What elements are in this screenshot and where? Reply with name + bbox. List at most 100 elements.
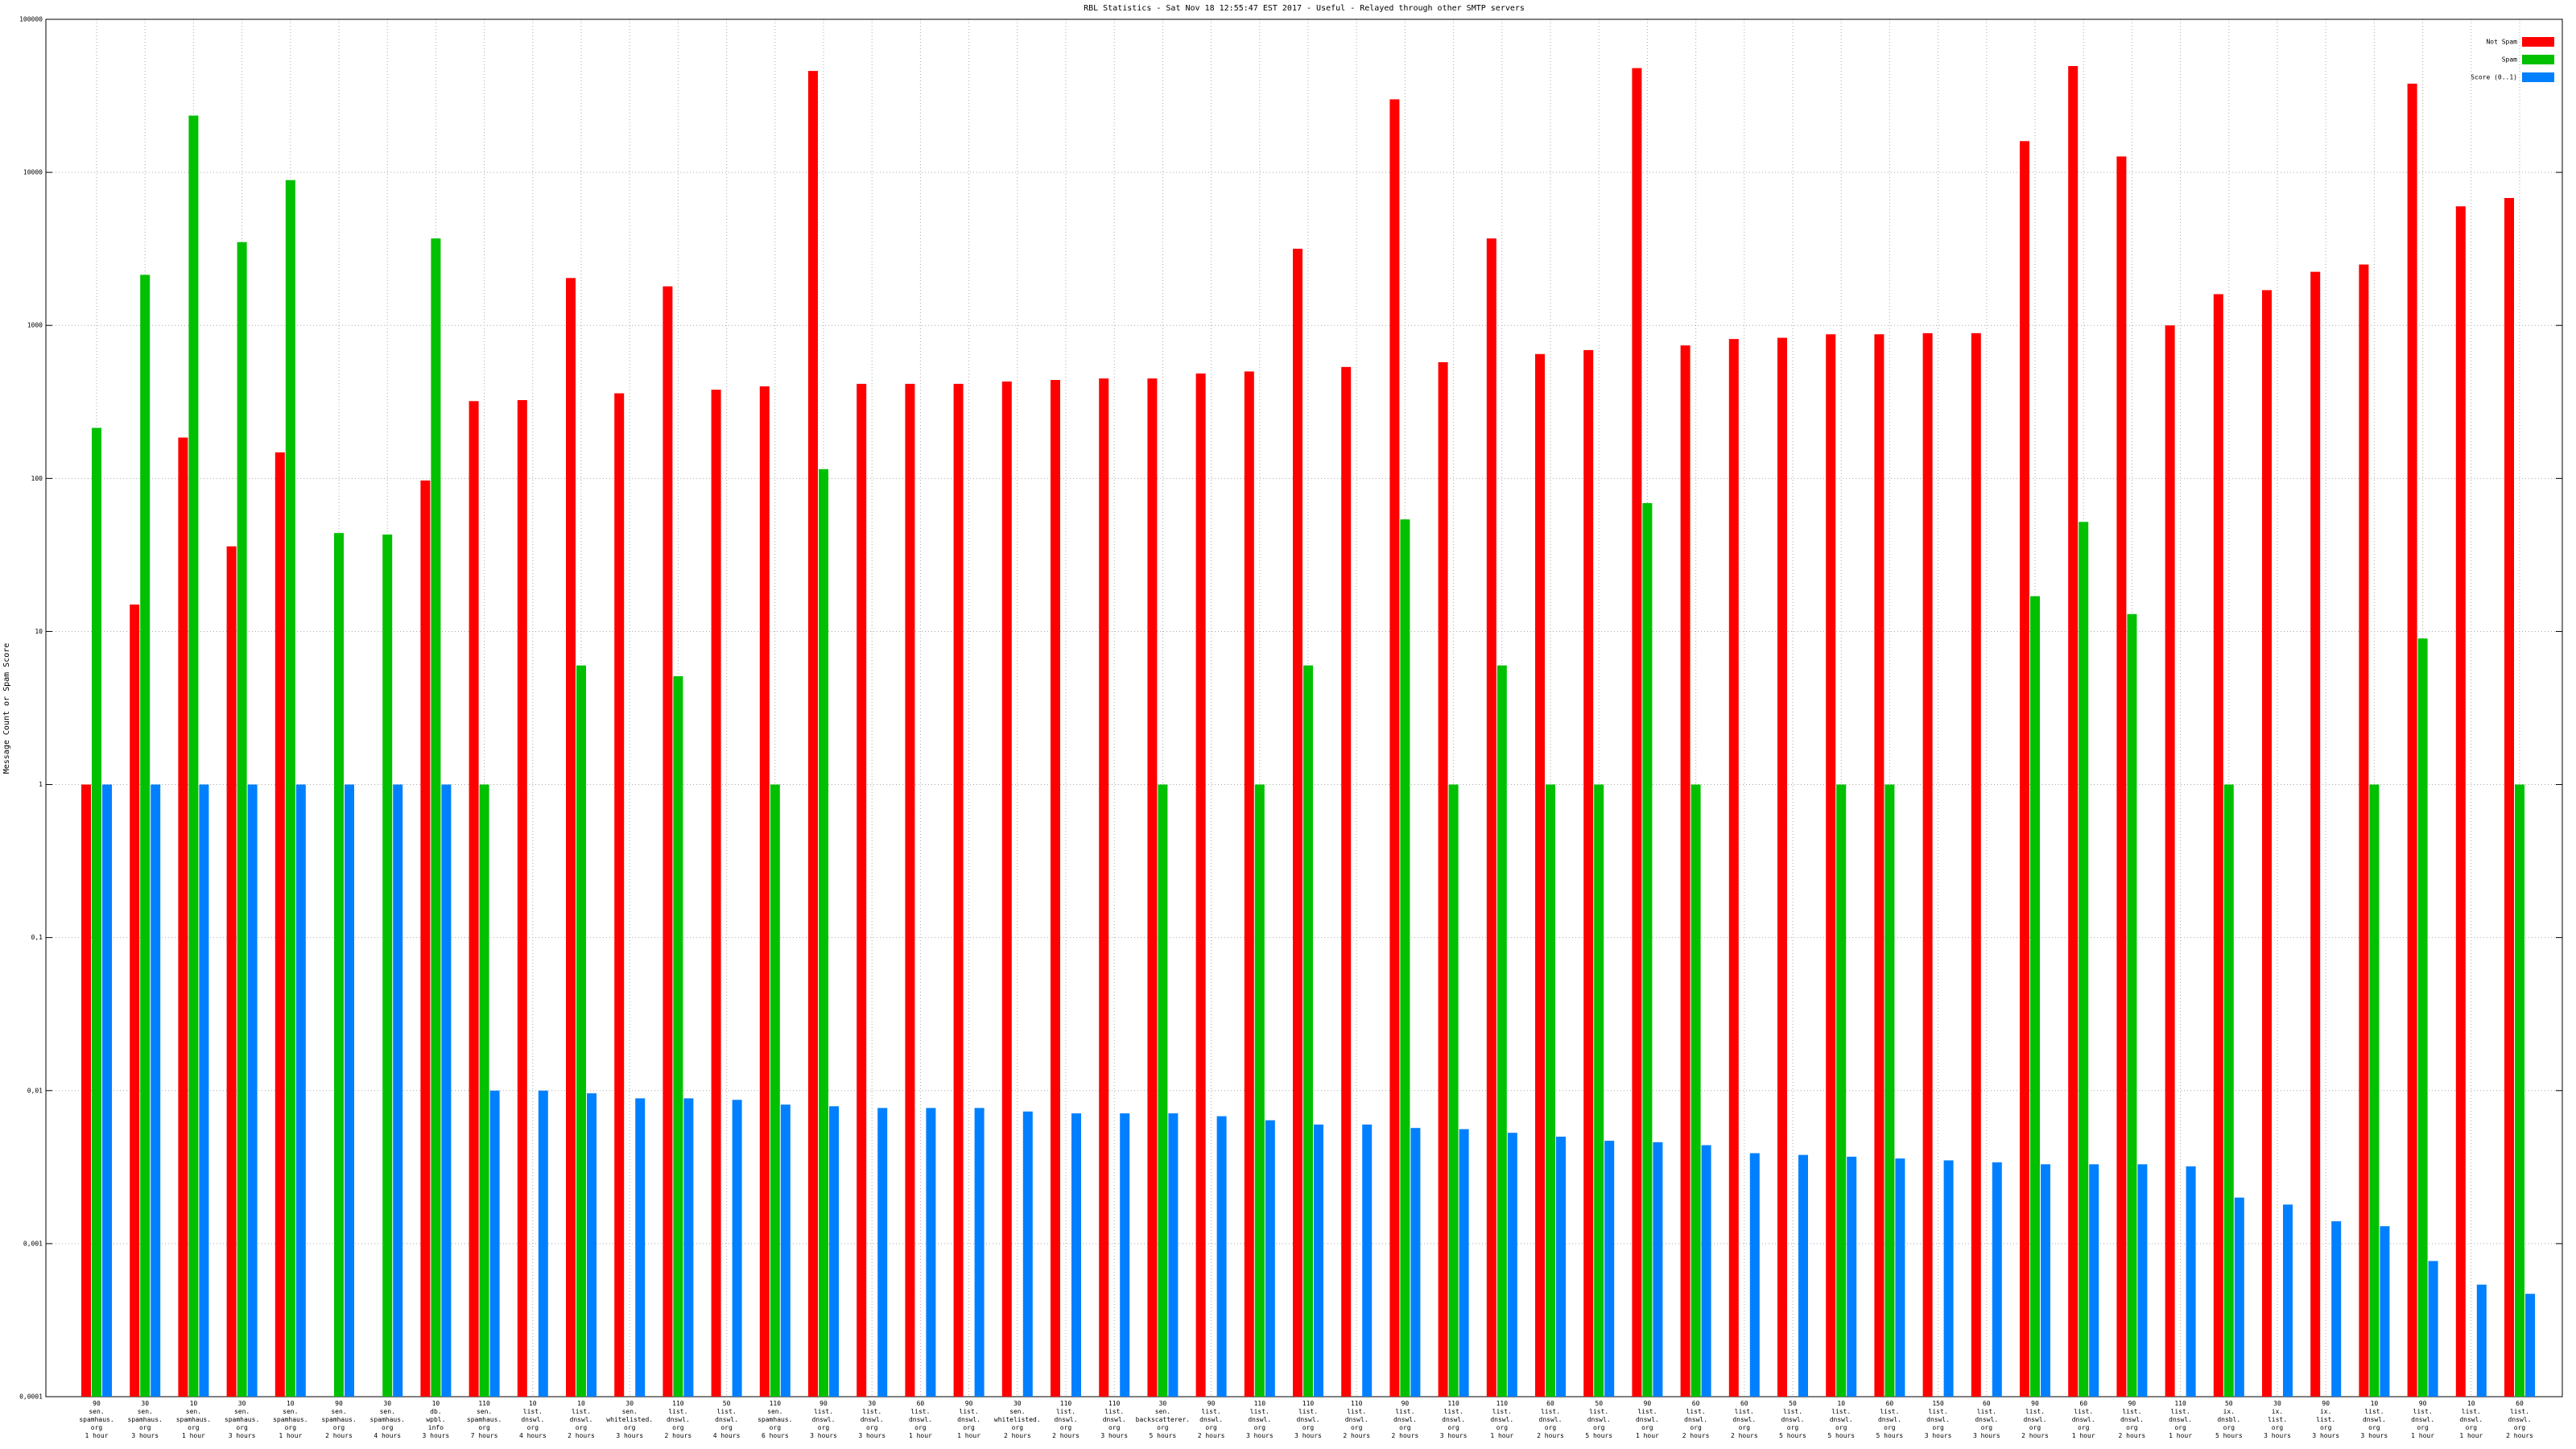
x-tick-label: 30 list. dnswl. org 3 hours [858,1400,886,1439]
x-tick-label: 110 list. dnswl. org 3 hours [1100,1400,1128,1439]
bar [1195,373,1206,1397]
bar [2234,1197,2244,1397]
bar [275,452,285,1397]
bar [2283,1204,2293,1397]
bar [2525,1294,2535,1397]
x-tick-label: 10 list. dnswl. org 3 hours [2361,1400,2388,1439]
x-tick-label: 60 list. dnswl. org 1 hour [909,1400,932,1439]
bar [1992,1162,2002,1397]
bar [2310,271,2321,1397]
x-tick-label: 30 sen. spamhaus. org 3 hours [128,1400,163,1439]
bar [2137,1164,2148,1397]
x-tick-label: 50 list. dnswl. org 5 hours [1585,1400,1612,1439]
bar [905,383,915,1397]
bar [1293,248,1302,1397]
bar [178,437,188,1397]
bar [393,784,403,1397]
x-tick-label: 10 list. dnswl. org 1 hour [2459,1400,2483,1439]
bar [1847,1156,1857,1397]
x-tick-label: 110 list. dnswl. org 3 hours [1294,1400,1322,1439]
x-tick-label: 90 list. dnswl. org 3 hours [810,1400,837,1439]
y-tick-label: 0,01 [27,1087,43,1094]
bar [770,784,780,1397]
bar [2068,66,2079,1397]
bar [1400,519,1410,1397]
bar [2380,1226,2390,1397]
x-tick-label: 150 list. dnswl. org 3 hours [1925,1400,1952,1439]
bar [808,71,818,1397]
bar [2331,1221,2342,1397]
y-tick-label: 0,001 [23,1240,43,1247]
chart-title: RBL Statistics - Sat Nov 18 12:55:47 EST… [1084,4,1525,13]
bar [431,238,441,1397]
bar [1874,334,1885,1397]
bar [2407,83,2417,1397]
bar [2262,290,2272,1397]
x-tick-label: 90 list. dnswl. org 2 hours [2119,1400,2146,1439]
bar [1642,502,1653,1397]
bar [635,1098,646,1397]
bar [2213,294,2223,1397]
bar [226,546,237,1397]
bar [1836,784,1847,1397]
x-tick-label: 90 list. dnswl. org 1 hour [957,1400,980,1439]
bar [345,784,354,1397]
bar [663,286,673,1397]
bar [81,784,91,1397]
bar [2041,1164,2050,1397]
bar [92,427,101,1397]
x-tick-label: 60 list. dnswl. org 5 hours [1876,1400,1904,1439]
x-tick-label: 110 list. dnswl. org 3 hours [1440,1400,1468,1439]
bar [683,1098,694,1397]
bar [2089,1164,2099,1397]
bar [926,1108,936,1397]
x-tick-label: 10 list. dnswl. org 2 hours [568,1400,595,1439]
bar [2223,784,2234,1397]
bar [857,383,867,1397]
bar [1459,1129,1469,1397]
legend-label: Spam [2502,56,2517,64]
x-tick-label: 30 ix. list. org 3 hours [2264,1400,2291,1439]
bar [1216,1116,1227,1397]
bar [102,784,112,1397]
bar [151,784,161,1397]
x-tick-label: 10 sen. spamhaus. org 1 hour [176,1400,211,1439]
x-tick-label: 110 sen. spamhaus. org 6 hours [758,1400,792,1439]
bar [1556,1137,1566,1397]
x-tick-label: 30 sen. whitelisted. org 2 hours [994,1400,1041,1439]
legend-label: Not Spam [2486,39,2517,46]
x-tick-label: 90 list. dnswl. org 2 hours [1392,1400,1419,1439]
bar [1389,99,1400,1397]
bar [1341,366,1352,1397]
x-tick-label: 60 list. dnswl. org 3 hours [1973,1400,2000,1439]
bar [2476,1284,2487,1397]
bar [2504,197,2514,1397]
bar [1943,1160,1954,1397]
bar [247,784,258,1397]
y-axis-label: Message Count or Spam Score [2,643,11,774]
bar [1507,1133,1517,1397]
bar [1604,1141,1615,1397]
bar [1583,349,1594,1397]
bar [1777,337,1787,1397]
bar [420,480,431,1397]
bar [1653,1141,1663,1397]
bar [711,390,721,1397]
bar [1314,1124,1323,1397]
bar [1895,1158,1905,1397]
x-tick-label: 50 ix. dnsbl. org 5 hours [2215,1400,2243,1439]
bar [829,1106,839,1397]
bar [1099,378,1109,1397]
x-tick-label: 60 list. dnswl. org 2 hours [1731,1400,1758,1439]
bar [1486,238,1496,1397]
bar [469,401,479,1397]
y-tick-label: 100000 [19,16,43,23]
bar [1632,68,1642,1397]
bar [759,386,770,1397]
bar [2030,596,2040,1397]
y-tick-label: 0,1 [31,934,43,941]
bar [2455,206,2466,1397]
bar [1885,784,1895,1397]
bar [188,115,199,1397]
x-tick-label: 50 list. dnswl. org 5 hours [1779,1400,1806,1439]
